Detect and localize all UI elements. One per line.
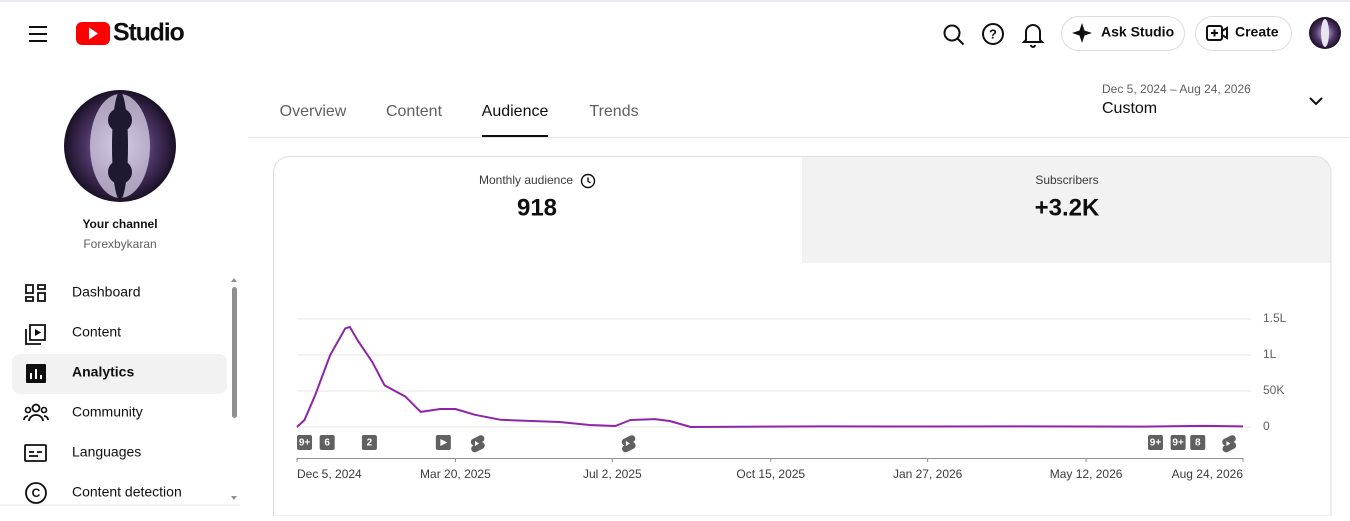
tab-underline (482, 135, 548, 137)
marker-count: 9+ (1172, 438, 1184, 449)
nav-dashboard[interactable]: Dashboard (25, 284, 141, 302)
marker-badge (297, 435, 313, 450)
upload-marker[interactable] (1222, 435, 1237, 453)
x-tick-label: Jul 2, 2025 (583, 467, 642, 481)
ask-studio-button[interactable]: Ask Studio (1061, 16, 1185, 51)
x-tick-label: Aug 24, 2026 (1172, 467, 1244, 481)
x-tick-label: Oct 15, 2025 (736, 467, 805, 481)
tab[interactable]: Trends (589, 103, 638, 120)
logo[interactable]: Studio (76, 19, 186, 47)
logo-text: Studio (113, 19, 184, 47)
marker-badge (1190, 435, 1206, 450)
nav-label: Dashboard (72, 284, 141, 300)
metric-label: Subscribers (1035, 173, 1098, 187)
nav-label: Community (72, 404, 143, 420)
create-button[interactable]: Create (1195, 16, 1292, 51)
x-tick-label: Jan 27, 2026 (893, 467, 963, 481)
nav-label: Content detection (72, 484, 182, 500)
nav-label: Content (72, 324, 121, 340)
svg-text:C: C (32, 486, 41, 500)
nav-label: Languages (72, 444, 141, 460)
audience-line (296, 325, 1244, 428)
y-tick-label: 1.5L (1263, 311, 1287, 325)
marker-shorts-play (625, 441, 630, 446)
metric-label: Monthly audience (479, 173, 573, 187)
active-nav-background (12, 354, 227, 394)
upload-marker[interactable]: 2 (361, 435, 377, 450)
tab[interactable]: Overview (280, 103, 347, 120)
x-tick-label: May 12, 2026 (1050, 467, 1123, 481)
upload-marker[interactable] (621, 435, 636, 453)
tab[interactable]: Content (386, 103, 443, 120)
metric-value: 918 (517, 194, 557, 221)
nav-content-detection[interactable]: C Content detection (25, 482, 182, 504)
x-tick-label: Dec 5, 2024 (297, 467, 362, 481)
y-tick-label: 1L (1263, 347, 1277, 361)
notifications-button[interactable] (1021, 24, 1045, 48)
nav-community[interactable]: Community (23, 403, 143, 422)
account-avatar[interactable] (1309, 17, 1341, 49)
marker-badge (319, 435, 335, 450)
nav-languages[interactable]: Languages (24, 444, 141, 462)
x-tick-label: Mar 20, 2025 (420, 467, 491, 481)
metric-tab-inactive[interactable] (802, 157, 1331, 263)
channel-title: Your channel (82, 217, 157, 231)
marker-count: 2 (367, 438, 373, 449)
chart: 0 50K 1L 1.5L Dec 5, 2024 Mar 20, 2025 Jul 2, … (296, 311, 1287, 481)
channel-avatar[interactable] (64, 90, 176, 202)
upload-marker[interactable]: 9+ (297, 435, 313, 450)
marker-shorts-play (475, 441, 480, 446)
info-clock-icon[interactable] (580, 173, 596, 189)
create-label: Create (1235, 24, 1279, 40)
channel-name: Forexbykaran (83, 237, 156, 251)
marker-shorts-play (1226, 441, 1231, 446)
date-range-picker[interactable]: Dec 5, 2024 – Aug 24, 2026 Custom (1102, 82, 1323, 117)
sidebar-scrollbar[interactable] (231, 278, 237, 500)
svg-text:?: ? (989, 26, 997, 41)
menu-button[interactable] (29, 26, 47, 42)
date-preset: Custom (1102, 100, 1157, 117)
nav-content[interactable]: Content (25, 324, 121, 345)
y-tick-label: 50K (1263, 383, 1284, 397)
y-tick-label: 0 (1263, 419, 1270, 433)
upload-marker[interactable]: 9+ (1147, 435, 1163, 450)
upload-marker[interactable] (470, 435, 485, 453)
upload-marker[interactable] (435, 435, 451, 450)
marker-badge (1170, 435, 1186, 450)
marker-count: 9+ (1150, 438, 1162, 449)
help-button[interactable]: ? (982, 23, 1004, 45)
marker-count: 8 (1195, 438, 1201, 449)
marker-count: 9+ (299, 438, 311, 449)
marker-count: 6 (324, 438, 330, 449)
tab-active[interactable]: Audience (482, 103, 549, 120)
metric-value: +3.2K (1035, 194, 1100, 221)
date-range: Dec 5, 2024 – Aug 24, 2026 (1102, 82, 1251, 96)
marker-play (440, 439, 448, 446)
upload-marker[interactable]: 8 (1190, 435, 1206, 450)
upload-marker[interactable]: 9+ (1170, 435, 1186, 450)
upload-marker[interactable]: 6 (319, 435, 335, 450)
search-button[interactable] (943, 24, 965, 46)
nav-analytics[interactable]: Analytics (26, 364, 134, 383)
ask-studio-label: Ask Studio (1101, 24, 1174, 40)
marker-badge (361, 435, 377, 450)
nav-label: Analytics (72, 364, 134, 380)
marker-badge (1147, 435, 1163, 450)
